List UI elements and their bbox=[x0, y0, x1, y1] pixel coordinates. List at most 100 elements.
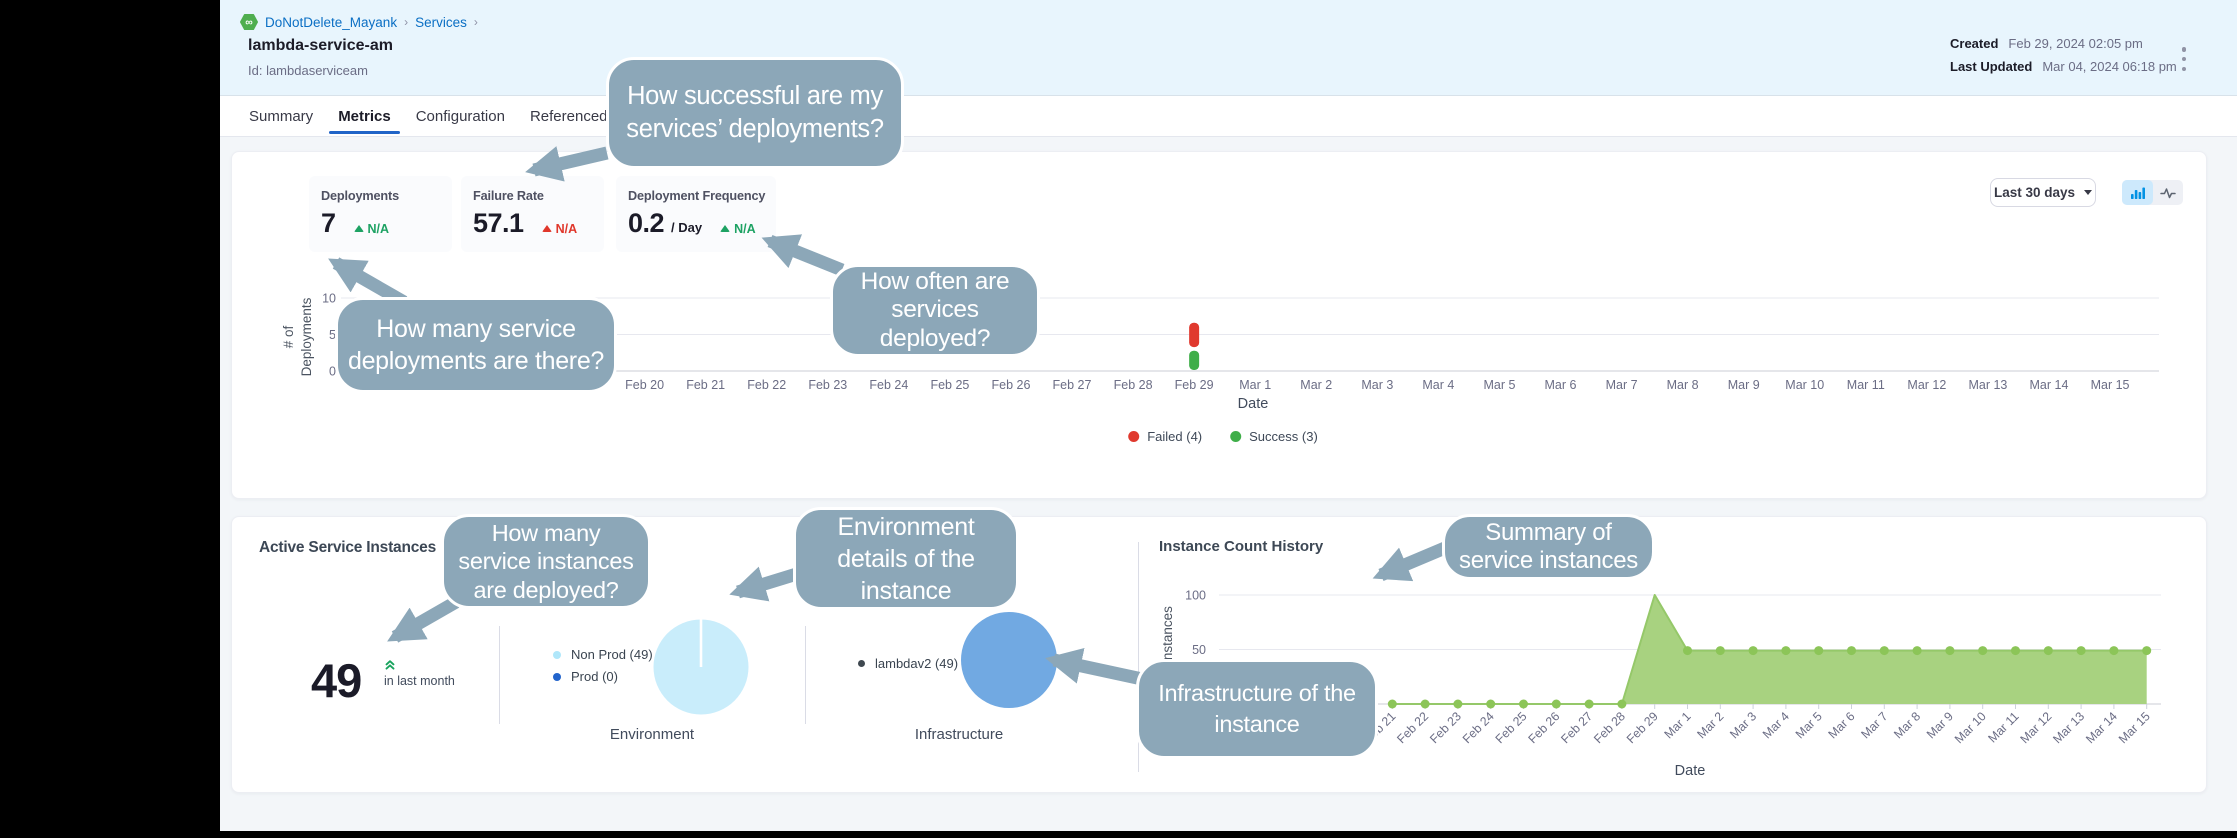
instance-count-marker[interactable] bbox=[1683, 646, 1692, 656]
infrastructure-pie-chart bbox=[961, 612, 1057, 708]
tab-metrics[interactable]: Metrics bbox=[329, 96, 400, 136]
x-tick-label: Mar 10 bbox=[1785, 378, 1824, 392]
more-options-icon[interactable] bbox=[2178, 47, 2190, 71]
legend-item-non[interactable]: Non Prod (49) bbox=[553, 647, 653, 662]
instance-count-marker[interactable] bbox=[1879, 646, 1889, 656]
legend-item-success[interactable]: Success (3) bbox=[1230, 429, 1318, 444]
metric-value: 57.1 bbox=[473, 208, 524, 238]
created-label: Created bbox=[1950, 36, 1999, 51]
last-updated-label: Last Updated bbox=[1950, 59, 2033, 74]
instance-count-marker[interactable] bbox=[1781, 646, 1791, 656]
tab-referenced[interactable]: Referenced bbox=[529, 107, 608, 125]
annotation-callout-7: Infrastructure of the instance bbox=[1136, 659, 1378, 759]
metric-label: Failure Rate bbox=[473, 189, 544, 203]
instance-count-marker[interactable] bbox=[1715, 646, 1725, 656]
instance-count-marker[interactable] bbox=[2043, 646, 2053, 656]
x-tick-label: Mar 12 bbox=[1907, 378, 1946, 392]
infrastructure-caption: Infrastructure bbox=[914, 726, 1004, 743]
x-tick-label: Mar 5 bbox=[1793, 709, 1825, 741]
x-tick-label: Mar 13 bbox=[2050, 709, 2087, 746]
instance-count-marker[interactable] bbox=[1519, 699, 1528, 709]
breadcrumb-services-link[interactable]: Services bbox=[415, 14, 467, 30]
instance-count-marker[interactable] bbox=[2011, 646, 2020, 656]
breadcrumb-separator: › bbox=[404, 15, 409, 29]
metric-trend-value: N/A bbox=[555, 221, 578, 236]
bar-chart-icon bbox=[2130, 187, 2145, 199]
last-updated-value: Mar 04, 2024 06:18 pm bbox=[2042, 59, 2177, 74]
instance-count-marker[interactable] bbox=[1814, 646, 1824, 656]
metric-trend: N/A bbox=[541, 221, 578, 236]
service-id-text: Id: lambdaserviceam bbox=[248, 63, 368, 78]
x-tick-label: Mar 11 bbox=[1847, 378, 1885, 392]
legend-item-failed[interactable]: Failed (4) bbox=[1128, 429, 1202, 444]
date-range-value: Last 30 days bbox=[1993, 185, 2076, 200]
legend-dot bbox=[553, 672, 561, 681]
x-tick-label: Mar 14 bbox=[2083, 709, 2120, 746]
tab-summary[interactable]: Summary bbox=[249, 107, 314, 125]
instance-count-marker[interactable] bbox=[1912, 646, 1922, 656]
instance-count-marker[interactable] bbox=[1945, 646, 1955, 656]
cd-module-icon: ∞ bbox=[240, 13, 259, 31]
metric-tile-deployments: Deployments 7 N/A bbox=[309, 176, 452, 252]
instance-count-marker[interactable] bbox=[2142, 646, 2152, 656]
instance-count-marker[interactable] bbox=[1387, 699, 1397, 709]
metric-tile-deployment-frequency: Deployment Frequency 0.2 / Day N/A bbox=[616, 176, 776, 252]
instance-count-marker[interactable] bbox=[1453, 699, 1463, 709]
legend-item-lambdav2[interactable]: lambdav2 (49) bbox=[858, 656, 958, 671]
infrastructure-legend: lambdav2 (49) bbox=[858, 656, 958, 671]
x-tick-label: Mar 6 bbox=[1825, 709, 1857, 741]
tab-configuration[interactable]: Configuration bbox=[415, 107, 505, 125]
y-tick-label: 5 bbox=[329, 328, 336, 342]
bar-failed[interactable] bbox=[1189, 322, 1200, 348]
x-tick-label: Feb 21 bbox=[686, 378, 725, 392]
x-tick-label: Mar 7 bbox=[1858, 709, 1890, 741]
instance-count-marker[interactable] bbox=[1584, 699, 1594, 709]
annotation-callout-3: How many service deployments are there? bbox=[335, 297, 617, 393]
instance-count-marker[interactable] bbox=[1617, 699, 1627, 709]
metric-suffix: / Day bbox=[671, 220, 703, 235]
bar-success[interactable] bbox=[1189, 350, 1200, 370]
deployments-xaxis-title: Date bbox=[1237, 396, 1269, 412]
breadcrumb-project-link[interactable]: DoNotDelete_Mayank bbox=[265, 14, 398, 30]
instance-count-marker[interactable] bbox=[1748, 646, 1758, 656]
y-tick-label: 50 bbox=[1192, 643, 1206, 657]
instance-count-marker[interactable] bbox=[1420, 699, 1430, 709]
x-tick-label: Mar 10 bbox=[1952, 709, 1989, 746]
x-tick-label: Mar 3 bbox=[1727, 709, 1759, 741]
x-tick-label: Mar 14 bbox=[2030, 378, 2069, 392]
active-instances-title: Active Service Instances bbox=[259, 539, 436, 556]
deployments-legend: Failed (4) Success (3) bbox=[1128, 429, 1318, 444]
legend-label: Prod (0) bbox=[571, 669, 618, 684]
annotation-callout-4: How many service instances are deployed? bbox=[441, 514, 651, 609]
bar-chart-toggle-button[interactable] bbox=[2122, 180, 2153, 205]
instance-count-area bbox=[1392, 595, 2147, 704]
breadcrumb-separator: › bbox=[473, 15, 478, 29]
metric-value-row: 0.2 / Day N/A bbox=[628, 210, 764, 237]
page-title: lambda-service-am bbox=[248, 37, 393, 54]
x-tick-label: Mar 7 bbox=[1606, 378, 1638, 392]
infrastructure-pie-slice-lambdav2[interactable] bbox=[961, 612, 1057, 708]
line-chart-toggle-button[interactable] bbox=[2153, 180, 2184, 205]
section-divider bbox=[499, 626, 500, 724]
x-tick-label: Mar 1 bbox=[1239, 378, 1271, 392]
instance-count-marker[interactable] bbox=[1978, 646, 1988, 656]
date-range-select[interactable]: Last 30 days bbox=[1990, 178, 2096, 207]
instance-count-marker[interactable] bbox=[2076, 646, 2086, 656]
breadcrumb: ∞ DoNotDelete_Mayank › Services › bbox=[240, 13, 478, 31]
instance-count-marker[interactable] bbox=[1847, 646, 1856, 656]
legend-item-prod[interactable]: Prod (0) bbox=[553, 669, 653, 684]
x-tick-label: Feb 25 bbox=[1493, 709, 1530, 746]
y-tick-label: 100 bbox=[1185, 589, 1206, 603]
instance-count-marker[interactable] bbox=[1551, 699, 1561, 709]
instance-count-marker[interactable] bbox=[1486, 699, 1496, 709]
x-tick-label: Feb 26 bbox=[991, 378, 1030, 392]
metric-label: Deployment Frequency bbox=[628, 189, 766, 203]
x-tick-label: Mar 6 bbox=[1545, 378, 1577, 392]
instance-count-caption: in last month bbox=[384, 674, 455, 688]
tab-bar: Summary Metrics Configuration Referenced bbox=[220, 96, 2237, 137]
metric-value-row: 7 N/A bbox=[321, 210, 440, 237]
metric-trend: N/A bbox=[353, 222, 389, 236]
instance-count-marker[interactable] bbox=[2109, 646, 2119, 656]
x-tick-label: Feb 23 bbox=[808, 378, 847, 392]
